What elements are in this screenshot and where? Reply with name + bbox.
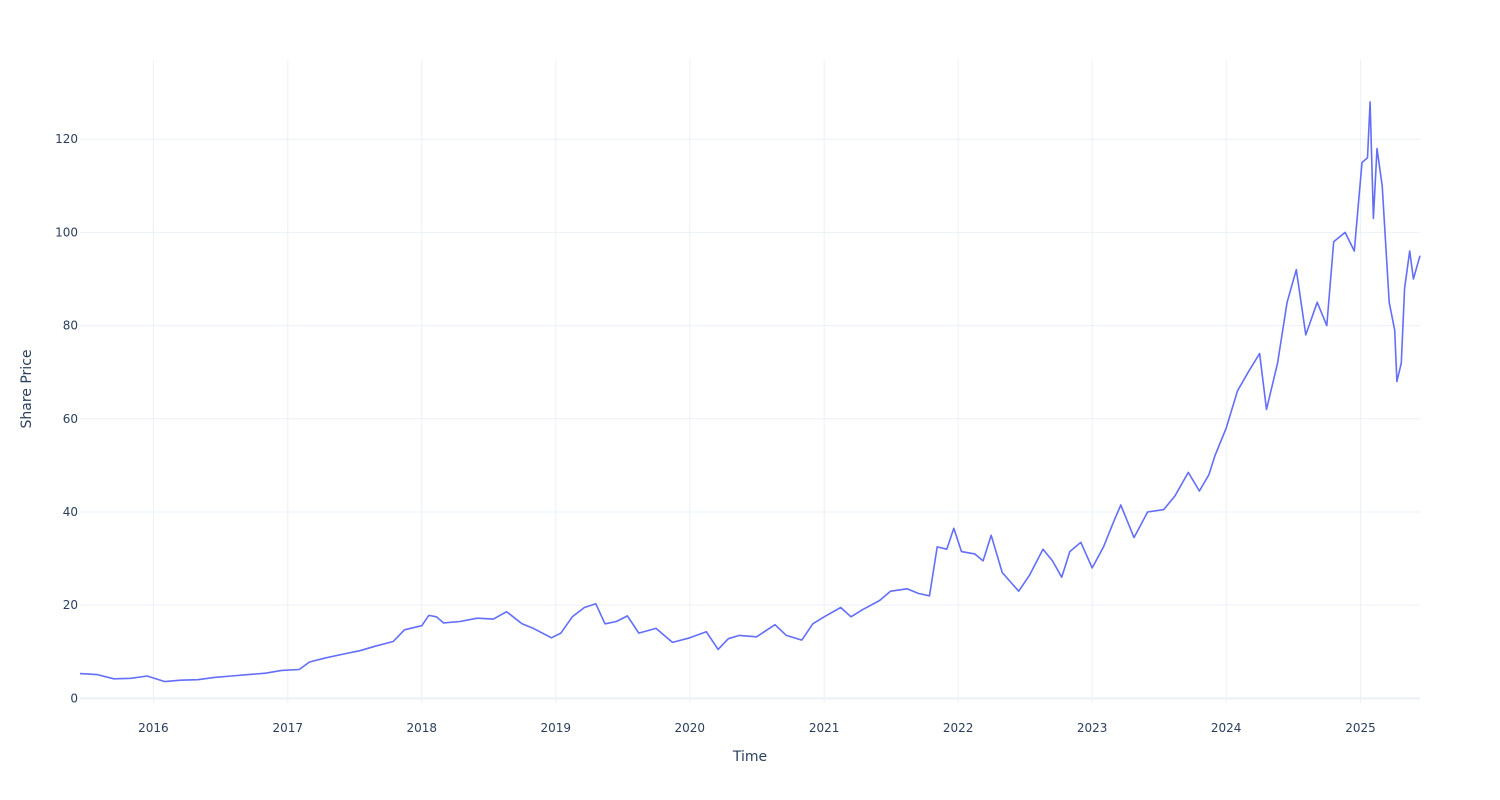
x-tick-label: 2023 bbox=[1077, 721, 1108, 735]
y-tick-label: 60 bbox=[63, 412, 78, 426]
x-axis-ticks: 2016 2017 2018 2019 2020 2021 2022 2023 2024 2025 bbox=[138, 721, 1376, 735]
x-axis-title: Time bbox=[732, 749, 767, 765]
x-tick-label: 2017 bbox=[273, 721, 304, 735]
y-axis-title: Share Price bbox=[19, 349, 35, 428]
y-tick-label: 120 bbox=[55, 132, 78, 146]
y-tick-label: 80 bbox=[63, 319, 78, 333]
y-tick-label: 40 bbox=[63, 505, 78, 519]
x-tick-label: 2018 bbox=[407, 721, 438, 735]
series-line-0 bbox=[79, 101, 1421, 683]
x-gridlines bbox=[152, 60, 1362, 703]
y-tick-label: 100 bbox=[55, 225, 78, 239]
y-axis-ticks: 0 20 40 60 80 100 120 bbox=[55, 132, 78, 705]
x-tick-label: 2021 bbox=[809, 721, 840, 735]
x-tick-label: 2024 bbox=[1211, 721, 1242, 735]
x-tick-label: 2019 bbox=[541, 721, 572, 735]
x-tick-label: 2020 bbox=[675, 721, 706, 735]
x-tick-label: 2016 bbox=[138, 721, 169, 735]
y-tick-label: 20 bbox=[63, 598, 78, 612]
y-gridlines bbox=[80, 138, 1420, 700]
y-tick-label: 0 bbox=[70, 691, 78, 705]
x-tick-label: 2025 bbox=[1345, 721, 1376, 735]
x-tick-label: 2022 bbox=[943, 721, 974, 735]
series-layer bbox=[79, 101, 1421, 683]
